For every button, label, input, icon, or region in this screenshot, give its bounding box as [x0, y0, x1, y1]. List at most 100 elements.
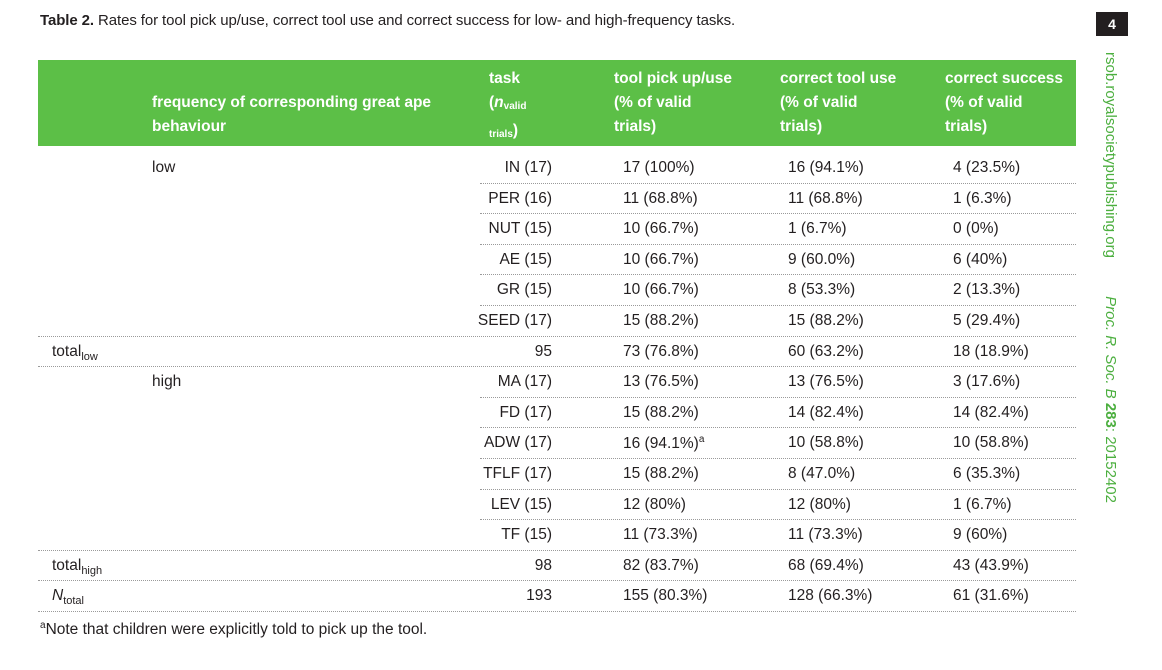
correct-use-cell: 68 (69.4%)	[788, 556, 864, 574]
task-cell: FD (17)	[499, 403, 552, 421]
task-cell: TF (15)	[501, 526, 552, 544]
correct-use-cell: 8 (47.0%)	[788, 464, 856, 482]
task-cell: IN (17)	[504, 159, 552, 176]
pickup-cell: 12 (80%)	[623, 495, 686, 513]
journal-citation: Proc. R. Soc. B 283: 20152402	[1102, 296, 1119, 503]
task-cell: ADW (17)	[483, 434, 552, 452]
header-correct-tool-use: correct tool use (% of valid trials)	[780, 70, 897, 135]
table-row: PER (16) 11 (68.8%) 11 (68.8%) 1 (6.3%)	[38, 184, 1076, 215]
table-row: SEED (17) 15 (88.2%) 15 (88.2%) 5 (29.4%…	[38, 306, 1076, 337]
correct-use-cell: 128 (66.3%)	[788, 587, 873, 605]
correct-use-cell: 13 (76.5%)	[788, 373, 864, 391]
correct-use-cell: 12 (80%)	[788, 495, 851, 513]
header-frequency: frequency of corresponding great ape beh…	[152, 94, 432, 135]
correct-use-cell: 9 (60.0%)	[788, 250, 856, 268]
pickup-cell: 82 (83.7%)	[623, 556, 699, 574]
table-caption: Table 2. Rates for tool pick up/use, cor…	[40, 12, 735, 29]
frequency-cell: high	[152, 373, 182, 391]
success-cell: 2 (13.3%)	[953, 281, 1021, 299]
table-row-n-total: Ntotal 193 155 (80.3%) 128 (66.3%) 61 (3…	[38, 581, 1076, 612]
success-cell: 1 (6.7%)	[953, 495, 1012, 513]
task-cell: 95	[534, 342, 552, 360]
caption-text: Rates for tool pick up/use, correct tool…	[98, 12, 736, 29]
success-cell: 4 (23.5%)	[953, 159, 1021, 176]
success-cell: 18 (18.9%)	[953, 342, 1029, 360]
footnote-marker: a	[698, 434, 705, 446]
table-row-total-low: totallow 95 73 (76.8%) 60 (63.2%) 18 (18…	[38, 337, 1076, 368]
footnote-marker: a	[40, 620, 46, 631]
pickup-cell: 11 (73.3%)	[623, 526, 698, 544]
correct-use-cell: 10 (58.8%)	[788, 434, 864, 452]
table-body: low IN (17) 17 (100%) 16 (94.1%) 4 (23.5…	[38, 153, 1076, 612]
header-tool-pickup: tool pick up/use (% of valid trials)	[614, 70, 732, 135]
success-cell: 5 (29.4%)	[953, 311, 1021, 329]
side-banner: rsob.royalsocietypublishing.org Proc. R.…	[1102, 52, 1119, 503]
success-cell: 10 (58.8%)	[953, 434, 1029, 452]
results-table: frequency of corresponding great ape beh…	[38, 60, 1076, 612]
success-cell: 9 (60%)	[953, 526, 1008, 544]
task-cell: NUT (15)	[488, 220, 552, 238]
table-label: Table 2.	[40, 12, 94, 29]
pickup-cell: 16 (94.1%)a	[623, 434, 705, 453]
success-cell: 43 (43.9%)	[953, 556, 1029, 574]
correct-use-cell: 14 (82.4%)	[788, 403, 864, 421]
correct-use-cell: 15 (88.2%)	[788, 311, 864, 329]
table-row: LEV (15) 12 (80%) 12 (80%) 1 (6.7%)	[38, 490, 1076, 521]
pickup-cell: 10 (66.7%)	[623, 281, 699, 299]
correct-use-cell: 11 (73.3%)	[788, 526, 863, 544]
journal-volume: 283	[1102, 402, 1119, 428]
pickup-cell: 17 (100%)	[623, 159, 695, 176]
table-row: FD (17) 15 (88.2%) 14 (82.4%) 14 (82.4%)	[38, 398, 1076, 429]
success-cell: 1 (6.3%)	[953, 189, 1012, 207]
success-cell: 6 (40%)	[953, 250, 1008, 268]
correct-use-cell: 8 (53.3%)	[788, 281, 856, 299]
pickup-cell: 13 (76.5%)	[623, 373, 699, 391]
pickup-cell: 73 (76.8%)	[623, 342, 699, 360]
task-cell: LEV (15)	[490, 495, 552, 513]
header-task: task (nvalid trials)	[489, 70, 527, 140]
pickup-cell: 10 (66.7%)	[623, 220, 699, 238]
pickup-cell: 15 (88.2%)	[623, 464, 699, 482]
article-number: : 20152402	[1102, 427, 1119, 503]
table-row: GR (15) 10 (66.7%) 8 (53.3%) 2 (13.3%)	[38, 275, 1076, 306]
task-cell: TFLF (17)	[483, 464, 552, 482]
pickup-cell: 15 (88.2%)	[623, 403, 699, 421]
footnote-text: Note that children were explicitly told …	[45, 621, 428, 638]
header-correct-success: correct success (% of valid trials)	[945, 70, 1064, 135]
success-cell: 14 (82.4%)	[953, 403, 1029, 421]
total-label: totalhigh	[52, 556, 103, 577]
correct-use-cell: 1 (6.7%)	[788, 220, 847, 238]
table-row: ADW (17) 16 (94.1%)a 10 (58.8%) 10 (58.8…	[38, 428, 1076, 459]
table-row: NUT (15) 10 (66.7%) 1 (6.7%) 0 (0%)	[38, 214, 1076, 245]
total-label: totallow	[52, 342, 98, 363]
correct-use-cell: 16 (94.1%)	[788, 159, 864, 176]
pickup-cell: 155 (80.3%)	[623, 587, 708, 605]
pickup-cell: 15 (88.2%)	[623, 311, 699, 329]
task-cell: 98	[534, 556, 552, 574]
task-cell: AE (15)	[499, 250, 552, 268]
table-row: high MA (17) 13 (76.5%) 13 (76.5%) 3 (17…	[38, 367, 1076, 398]
journal-name: Proc. R. Soc. B	[1102, 296, 1119, 399]
task-cell: PER (16)	[488, 189, 552, 207]
table-footnote: aNote that children were explicitly told…	[40, 620, 427, 639]
success-cell: 0 (0%)	[953, 220, 999, 238]
success-cell: 61 (31.6%)	[953, 587, 1029, 605]
total-label: Ntotal	[52, 587, 84, 608]
pickup-cell: 10 (66.7%)	[623, 250, 699, 268]
success-cell: 6 (35.3%)	[953, 464, 1021, 482]
table-row: low IN (17) 17 (100%) 16 (94.1%) 4 (23.5…	[38, 153, 1076, 184]
journal-url[interactable]: rsob.royalsocietypublishing.org	[1102, 52, 1119, 258]
task-cell: MA (17)	[497, 373, 552, 391]
correct-use-cell: 11 (68.8%)	[788, 189, 863, 207]
frequency-cell: low	[152, 159, 176, 176]
task-cell: 193	[526, 587, 552, 605]
table-row-total-high: totalhigh 98 82 (83.7%) 68 (69.4%) 43 (4…	[38, 551, 1076, 582]
task-cell: GR (15)	[496, 281, 552, 299]
success-cell: 3 (17.6%)	[953, 373, 1021, 391]
pickup-cell: 11 (68.8%)	[623, 189, 698, 207]
page-number: 4	[1096, 12, 1128, 36]
table-row: TF (15) 11 (73.3%) 11 (73.3%) 9 (60%)	[38, 520, 1076, 551]
correct-use-cell: 60 (63.2%)	[788, 342, 864, 360]
task-cell: SEED (17)	[477, 311, 552, 329]
table-row: AE (15) 10 (66.7%) 9 (60.0%) 6 (40%)	[38, 245, 1076, 276]
